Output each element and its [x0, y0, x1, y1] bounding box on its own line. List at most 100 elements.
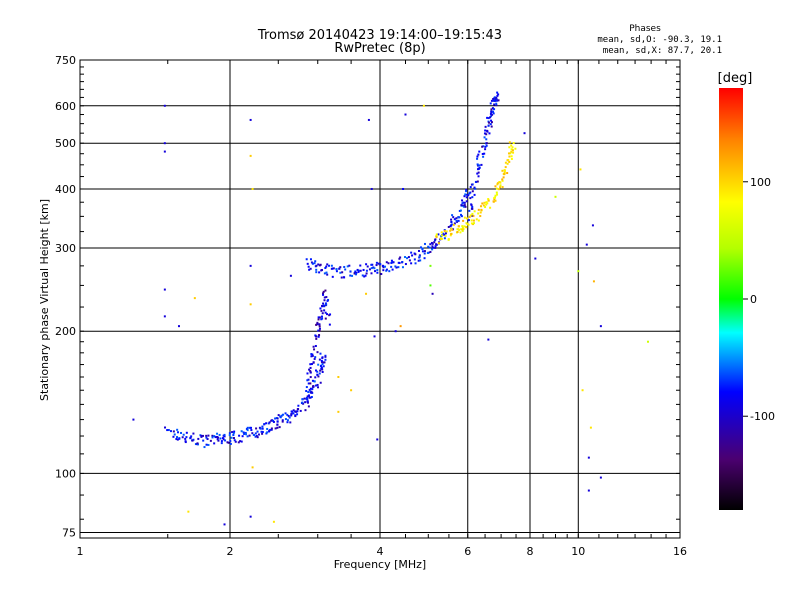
data-point — [309, 371, 312, 374]
data-point — [460, 204, 463, 207]
data-point — [317, 335, 320, 338]
data-point — [480, 205, 483, 208]
data-point — [458, 209, 461, 212]
data-point — [471, 206, 474, 209]
data-point — [330, 264, 333, 267]
data-point — [437, 242, 440, 245]
data-point — [261, 432, 264, 435]
data-point — [218, 433, 221, 436]
data-point — [465, 190, 468, 193]
data-point — [315, 335, 318, 338]
data-point — [449, 225, 452, 228]
data-point — [432, 246, 435, 249]
data-point — [413, 258, 416, 261]
data-point — [343, 265, 346, 268]
x-tick-label: 1 — [77, 545, 84, 558]
data-point — [175, 438, 178, 441]
data-point — [196, 443, 199, 446]
data-point — [509, 152, 512, 155]
data-point — [310, 353, 313, 356]
x-axis-label: Frequency [MHz] — [334, 558, 426, 571]
data-point — [184, 437, 187, 440]
data-point — [377, 262, 380, 265]
data-point — [286, 413, 289, 416]
x-tick-label: 6 — [464, 545, 471, 558]
data-point — [464, 193, 467, 196]
data-point — [308, 388, 311, 391]
data-point — [296, 413, 299, 416]
data-point — [324, 267, 327, 270]
data-point — [167, 429, 170, 432]
data-point — [315, 271, 318, 274]
data-point — [496, 182, 499, 185]
data-point — [457, 225, 460, 228]
data-point — [467, 194, 470, 197]
data-point — [306, 262, 309, 265]
data-point — [493, 97, 496, 100]
data-point — [495, 98, 498, 101]
data-point — [490, 125, 493, 128]
data-point — [305, 386, 308, 389]
data-point — [243, 432, 246, 435]
data-point — [489, 112, 492, 115]
data-point — [320, 269, 323, 272]
data-point — [294, 414, 297, 417]
data-point — [469, 197, 472, 200]
data-point — [307, 382, 310, 385]
data-point — [467, 223, 470, 226]
data-point — [385, 269, 388, 272]
data-point — [287, 415, 290, 418]
data-point — [471, 212, 474, 215]
data-point — [163, 150, 166, 153]
data-point — [319, 352, 322, 355]
data-point — [508, 160, 511, 163]
data-point — [256, 430, 259, 433]
data-point — [506, 172, 509, 175]
data-point — [510, 144, 513, 147]
data-point — [362, 268, 365, 271]
data-point — [341, 271, 344, 274]
data-point — [244, 431, 247, 434]
data-point — [324, 354, 327, 357]
data-point — [497, 99, 500, 102]
data-point — [308, 396, 311, 399]
data-point — [476, 172, 479, 175]
data-point — [317, 375, 320, 378]
data-point — [224, 439, 227, 442]
data-point — [296, 410, 299, 413]
data-point — [577, 270, 580, 273]
data-point — [302, 402, 305, 405]
data-point — [485, 138, 488, 141]
data-point — [309, 376, 312, 379]
data-point — [316, 383, 319, 386]
data-point — [217, 439, 220, 442]
data-point — [343, 276, 346, 279]
data-point — [223, 433, 226, 436]
data-point — [506, 162, 509, 165]
data-point — [491, 107, 494, 110]
data-point — [476, 157, 479, 160]
data-point — [311, 391, 314, 394]
data-point — [308, 368, 311, 371]
data-point — [203, 446, 206, 449]
data-point — [321, 371, 324, 374]
data-point — [508, 141, 511, 144]
data-point — [323, 309, 326, 312]
data-point — [323, 299, 326, 302]
data-point — [194, 443, 197, 446]
data-point — [335, 268, 338, 271]
data-point — [487, 198, 490, 201]
data-point — [173, 433, 176, 436]
data-point — [363, 275, 366, 278]
data-point — [310, 363, 313, 366]
x-tick-label: 4 — [377, 545, 384, 558]
data-point — [421, 248, 424, 251]
data-point — [462, 228, 465, 231]
data-point — [132, 418, 135, 421]
data-point — [213, 442, 216, 445]
data-point — [231, 431, 234, 434]
data-point — [486, 202, 489, 205]
data-point — [192, 432, 195, 435]
data-point — [321, 292, 324, 295]
data-point — [318, 372, 321, 375]
